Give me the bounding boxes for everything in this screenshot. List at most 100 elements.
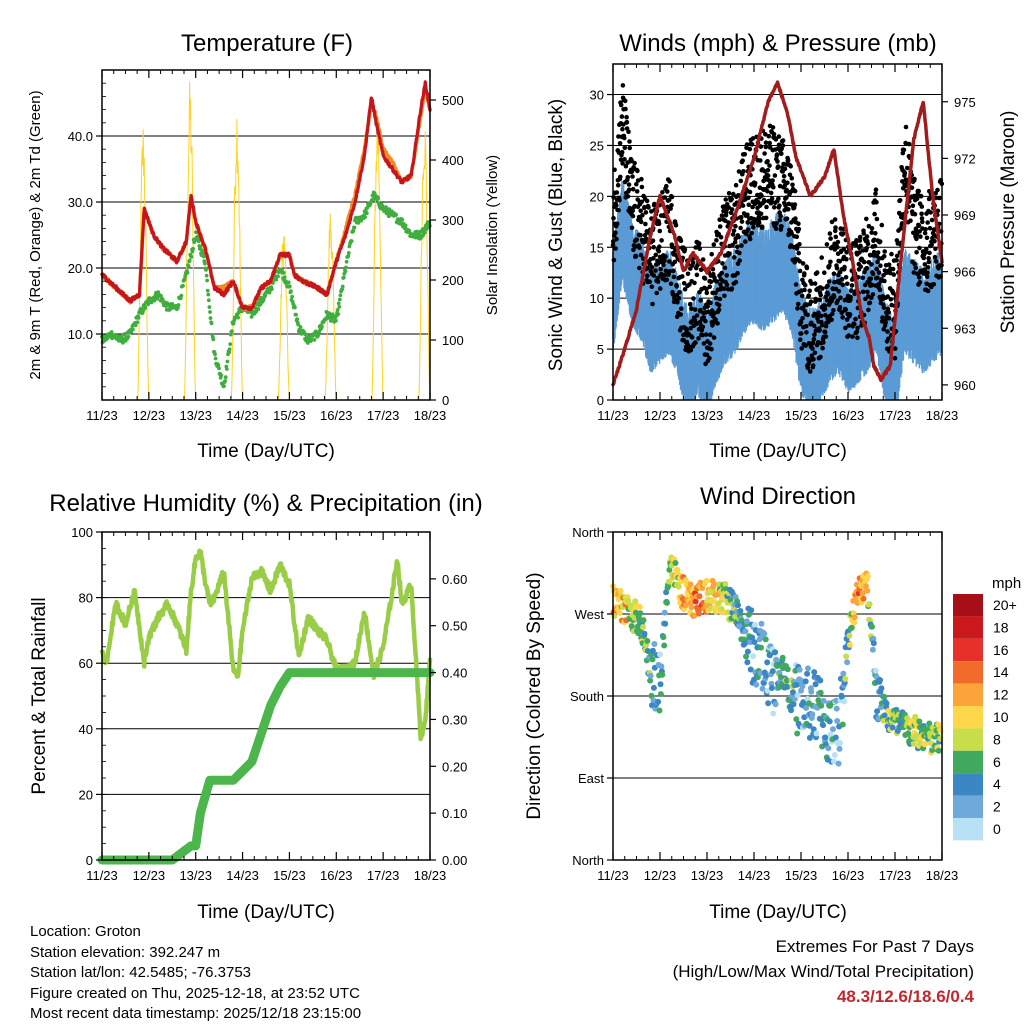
gust-point bbox=[843, 325, 848, 331]
gust-point bbox=[809, 353, 815, 359]
gust-point bbox=[645, 273, 650, 279]
gust-point bbox=[802, 282, 808, 288]
gust-point bbox=[759, 193, 764, 198]
gust-point bbox=[806, 293, 812, 298]
winds-y2label: Station Pressure (Maroon) bbox=[998, 111, 1019, 334]
legend-label: 6 bbox=[993, 754, 1001, 770]
gust-point bbox=[729, 196, 734, 202]
gust-point bbox=[857, 234, 863, 240]
direction-point bbox=[872, 667, 879, 674]
gust-point bbox=[880, 315, 885, 320]
gust-point bbox=[732, 239, 738, 245]
x-tick-label: 14/23 bbox=[738, 408, 771, 423]
y2-tick-label: 500 bbox=[442, 93, 464, 108]
dewpoint-point bbox=[191, 246, 196, 251]
gust-point bbox=[622, 98, 628, 104]
gust-point bbox=[737, 258, 742, 263]
gust-point bbox=[707, 341, 713, 346]
y-tick-label: 5 bbox=[597, 342, 604, 357]
gust-point bbox=[624, 119, 630, 125]
gust-point bbox=[840, 231, 846, 236]
gust-point bbox=[861, 231, 866, 236]
direction-point bbox=[846, 641, 853, 648]
gust-point bbox=[713, 295, 719, 301]
direction-point bbox=[874, 708, 881, 715]
gust-point bbox=[922, 262, 928, 267]
gust-point bbox=[869, 282, 875, 288]
dewpoint-point bbox=[249, 315, 254, 319]
gust-point bbox=[849, 283, 855, 288]
gust-point bbox=[762, 151, 767, 156]
direction-point bbox=[722, 581, 729, 587]
y2-tick-label: 960 bbox=[954, 378, 976, 393]
gust-point bbox=[704, 286, 709, 292]
gust-point bbox=[777, 217, 783, 223]
gust-point bbox=[701, 315, 706, 320]
gust-point bbox=[933, 259, 939, 264]
gust-point bbox=[722, 293, 727, 299]
gust-point bbox=[659, 238, 664, 243]
gust-point bbox=[614, 203, 619, 208]
gust-point bbox=[765, 189, 770, 194]
gust-point bbox=[772, 173, 778, 178]
gust-point bbox=[924, 235, 930, 241]
gust-point bbox=[847, 312, 853, 317]
gust-point bbox=[769, 196, 775, 201]
gust-point bbox=[822, 270, 827, 276]
gust-point bbox=[720, 261, 725, 266]
direction-point bbox=[839, 721, 846, 728]
gust-point bbox=[837, 259, 843, 264]
direction-point bbox=[916, 718, 923, 725]
direction-point bbox=[665, 578, 672, 585]
y2-tick-label: 0.10 bbox=[442, 806, 467, 821]
gust-point bbox=[881, 273, 886, 278]
gust-point bbox=[620, 126, 625, 132]
gust-point bbox=[613, 230, 618, 235]
gust-point bbox=[804, 265, 810, 271]
direction-point bbox=[883, 700, 890, 707]
x-tick-label: 18/23 bbox=[926, 868, 959, 883]
gust-point bbox=[616, 208, 621, 213]
gust-point bbox=[624, 114, 629, 120]
gust-point bbox=[812, 281, 818, 286]
dewpoint-point bbox=[131, 327, 135, 332]
gust-point bbox=[864, 245, 869, 251]
legend-label: 16 bbox=[993, 642, 1009, 658]
gust-point bbox=[822, 306, 828, 312]
direction-point bbox=[772, 701, 779, 708]
gust-point bbox=[825, 283, 830, 289]
gust-point bbox=[616, 134, 621, 139]
gust-point bbox=[855, 325, 860, 331]
gust-point bbox=[771, 184, 776, 190]
gust-point bbox=[792, 202, 798, 207]
legend-swatch bbox=[953, 795, 983, 818]
gust-point bbox=[625, 175, 631, 180]
gust-point bbox=[824, 242, 830, 247]
x-tick-label: 14/23 bbox=[226, 408, 259, 423]
gust-point bbox=[694, 321, 699, 327]
gust-point bbox=[776, 134, 782, 139]
x-tick-label: 17/23 bbox=[367, 868, 400, 883]
gust-point bbox=[919, 204, 925, 209]
x-tick-label: 11/23 bbox=[86, 408, 118, 423]
gust-point bbox=[810, 340, 816, 346]
gust-point bbox=[886, 336, 891, 342]
gust-point bbox=[770, 125, 776, 130]
gust-point bbox=[903, 140, 908, 146]
gust-point bbox=[829, 317, 834, 323]
gust-point bbox=[809, 320, 814, 326]
gust-point bbox=[874, 266, 879, 272]
gust-point bbox=[752, 180, 758, 186]
gust-point bbox=[825, 292, 831, 297]
dewpoint-point bbox=[336, 312, 341, 316]
gust-point bbox=[833, 228, 838, 234]
direction-point bbox=[649, 647, 656, 654]
gust-point bbox=[848, 294, 853, 300]
gust-point bbox=[662, 272, 667, 278]
direction-point bbox=[832, 734, 839, 741]
gust-point bbox=[771, 131, 777, 137]
gust-point bbox=[853, 242, 859, 248]
direction-point bbox=[838, 693, 845, 700]
legend-swatch bbox=[953, 683, 983, 706]
dewpoint-point bbox=[394, 212, 398, 217]
